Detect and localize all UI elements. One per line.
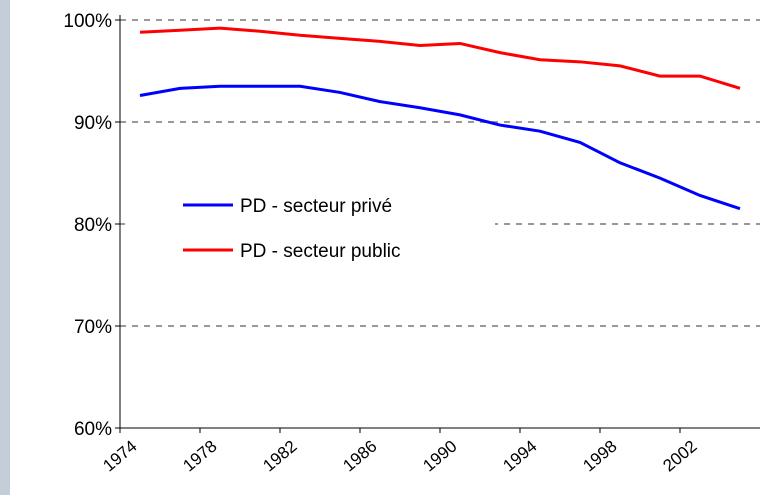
side-stripe [0,0,10,495]
x-tick-label: 1990 [419,437,460,476]
line-series [139,84,741,211]
line-series [139,26,741,90]
y-tick-label: 60% [74,419,112,440]
y-tick-label: 100% [63,11,112,32]
x-tick-label: 1986 [339,437,380,476]
x-tick-label: 1994 [499,437,540,476]
x-tick-label: 1998 [579,437,620,476]
x-tick-label: 1982 [259,437,300,476]
legend-label: PD - secteur privé [240,196,392,217]
x-tick-label: 1974 [99,437,140,476]
x-tick-label: 1978 [179,437,220,476]
legend-label: PD - secteur public [240,241,401,262]
legend-box [125,186,495,266]
y-tick-label: 70% [74,317,112,338]
x-tick-label: 2002 [659,437,700,476]
y-tick-label: 80% [74,215,112,236]
y-tick-label: 90% [74,113,112,134]
